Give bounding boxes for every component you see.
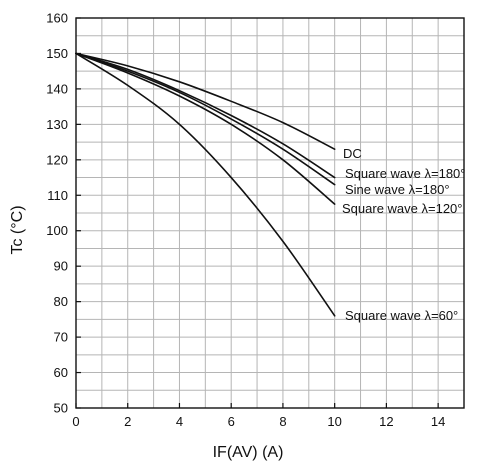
series-label-square-120: Square wave λ=120° (342, 201, 462, 216)
curve-dc (75, 52, 336, 150)
y-tick-label: 140 (46, 81, 68, 96)
series-label-square-60: Square wave λ=60° (345, 308, 458, 323)
y-tick-label: 60 (54, 365, 68, 380)
y-tick-label: 110 (47, 188, 68, 203)
y-tick-label: 50 (54, 401, 68, 416)
curve-square-180 (75, 52, 336, 179)
x-tick-label: 12 (379, 414, 393, 429)
x-tick-label: 8 (279, 414, 286, 429)
x-tick-label: 6 (228, 414, 235, 429)
x-tick-label: 2 (124, 414, 131, 429)
series-label-square-180: Square wave λ=180° (345, 166, 465, 181)
grid (76, 18, 464, 408)
y-tick-label: 130 (46, 117, 68, 132)
x-tick-label: 0 (72, 414, 79, 429)
x-tick-label: 4 (176, 414, 183, 429)
y-tick-label: 90 (54, 259, 68, 274)
series-labels: DC Square wave λ=180°Sine wave λ=180° Squa… (342, 146, 465, 323)
y-tick-label: 120 (46, 152, 68, 167)
series-label-sine-180: Sine wave λ=180° (345, 182, 450, 197)
y-tick-label: 70 (54, 330, 68, 345)
y-tick-label: 80 (54, 294, 68, 309)
curve-square-60 (75, 52, 336, 317)
y-axis-title: Tc (°C) (9, 205, 26, 254)
curve-square-120 (75, 52, 336, 205)
y-tick-label: 150 (46, 46, 68, 61)
y-tick-label: 160 (46, 11, 68, 26)
series-label-dc: DC (343, 146, 362, 161)
plot-frame (75, 17, 465, 409)
curve-sine-180 (75, 52, 336, 186)
curves (75, 52, 336, 317)
x-axis-title: IF(AV) (A) (213, 444, 284, 461)
tick-labels: 0 2 4 6 8 10 12 14 50 60 70 80 90 100 110 120 130 140 150 1… (46, 11, 445, 430)
x-tick-label: 14 (431, 414, 445, 429)
y-tick-label: 100 (46, 223, 68, 238)
x-tick-label: 10 (327, 414, 341, 429)
